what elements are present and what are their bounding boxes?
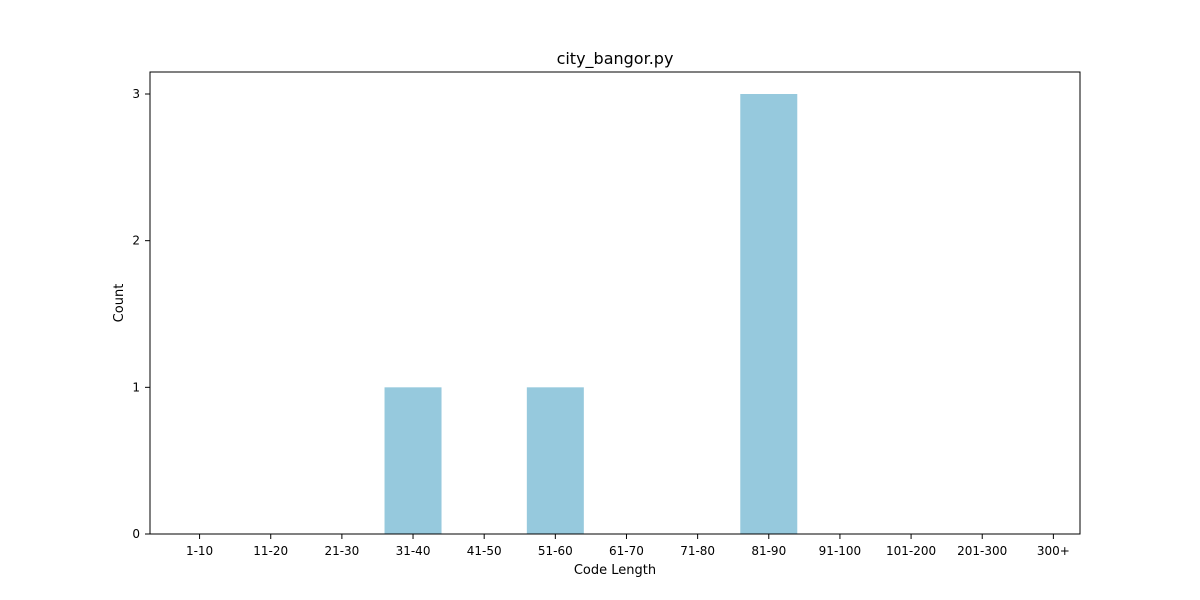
x-tick-label: 201-300 [957,544,1007,558]
bar-81-90 [740,94,798,534]
x-tick-label: 41-50 [467,544,502,558]
x-tick-label: 101-200 [886,544,936,558]
y-axis-label: Count [112,284,127,323]
x-tick-label: 71-80 [680,544,715,558]
x-axis-label: Code Length [574,563,656,578]
y-tick-label: 3 [132,87,140,101]
x-tick-label: 300+ [1037,544,1070,558]
x-tick-label: 51-60 [538,544,573,558]
y-axis-ticks: 0 1 2 3 [132,87,150,541]
x-tick-label: 61-70 [609,544,644,558]
plot-area: 0 1 2 3 1-10 11-20 21-30 31-40 41-50 51-60 61-70 7… [132,71,1081,558]
chart-title: city_bangor.py [557,49,674,69]
x-axis-ticks: 1-10 11-20 21-30 31-40 41-50 51-60 61-70 71-80 8… [186,534,1070,558]
bar-31-40 [384,387,442,534]
bar-51-60 [526,387,584,534]
y-tick-label: 2 [132,234,140,248]
x-tick-label: 11-20 [253,544,288,558]
plot-frame [149,71,1081,535]
x-tick-label: 91-100 [819,544,862,558]
x-tick-label: 31-40 [396,544,431,558]
y-tick-label: 1 [132,380,140,394]
x-tick-label: 1-10 [186,544,213,558]
x-tick-label: 81-90 [751,544,786,558]
y-tick-label: 0 [132,527,140,541]
bars-layer [384,94,798,534]
x-tick-label: 21-30 [324,544,359,558]
